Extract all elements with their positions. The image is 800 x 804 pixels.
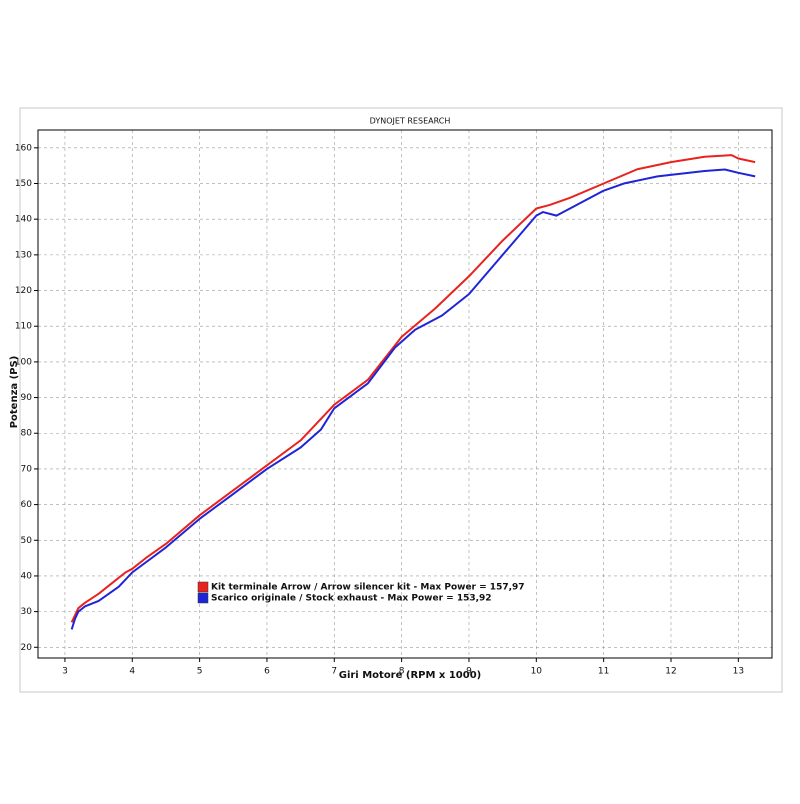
x-tick-label: 4 bbox=[129, 667, 135, 677]
x-tick-label: 3 bbox=[62, 667, 68, 677]
x-tick-label: 8 bbox=[399, 667, 405, 677]
x-tick-label: 6 bbox=[264, 667, 270, 677]
x-tick-label: 13 bbox=[733, 667, 744, 677]
x-tick-label: 5 bbox=[197, 667, 203, 677]
legend: Kit terminale Arrow / Arrow silencer kit… bbox=[197, 581, 525, 604]
lines bbox=[70, 154, 756, 630]
series-line bbox=[70, 168, 756, 630]
y-tick-label: 20 bbox=[21, 643, 33, 653]
y-tick-label: 100 bbox=[15, 357, 32, 367]
y-tick-label: 30 bbox=[21, 607, 33, 617]
y-tick-label: 140 bbox=[15, 215, 32, 225]
y-axis-label: Potenza (PS) bbox=[9, 356, 20, 429]
x-tick-label: 10 bbox=[531, 667, 543, 677]
legend-label: Kit terminale Arrow / Arrow silencer kit… bbox=[211, 583, 525, 593]
legend-label: Scarico originale / Stock exhaust - Max … bbox=[211, 594, 492, 604]
y-tick-label: 40 bbox=[21, 571, 33, 581]
x-tick-label: 9 bbox=[466, 667, 472, 677]
y-tick-label: 60 bbox=[21, 500, 33, 510]
y-tick-label: 130 bbox=[15, 250, 32, 260]
x-tick-label: 7 bbox=[331, 667, 337, 677]
y-tick-label: 50 bbox=[21, 536, 33, 546]
chart-frame bbox=[19, 107, 783, 693]
legend-swatch bbox=[197, 581, 209, 593]
chart-title: DYNOJET RESEARCH bbox=[370, 117, 451, 126]
y-tick-label: 150 bbox=[15, 179, 32, 189]
x-axis-label: Giri Motore (RPM x 1000) bbox=[339, 670, 482, 681]
series-line bbox=[70, 154, 756, 623]
x-tick-label: 11 bbox=[598, 667, 609, 677]
y-tick-label: 120 bbox=[15, 286, 32, 296]
legend-swatch bbox=[197, 592, 209, 604]
grid: 20 30 40 50 60 70 80 90 100 110 120 130 140 150 160 3 4 5… bbox=[15, 130, 772, 677]
y-tick-label: 70 bbox=[21, 464, 33, 474]
y-tick-label: 80 bbox=[21, 429, 33, 439]
x-tick-label: 12 bbox=[665, 667, 676, 677]
y-tick-label: 90 bbox=[21, 393, 33, 403]
y-tick-label: 160 bbox=[15, 143, 32, 153]
plot-border bbox=[37, 129, 773, 659]
y-tick-label: 110 bbox=[15, 322, 32, 332]
